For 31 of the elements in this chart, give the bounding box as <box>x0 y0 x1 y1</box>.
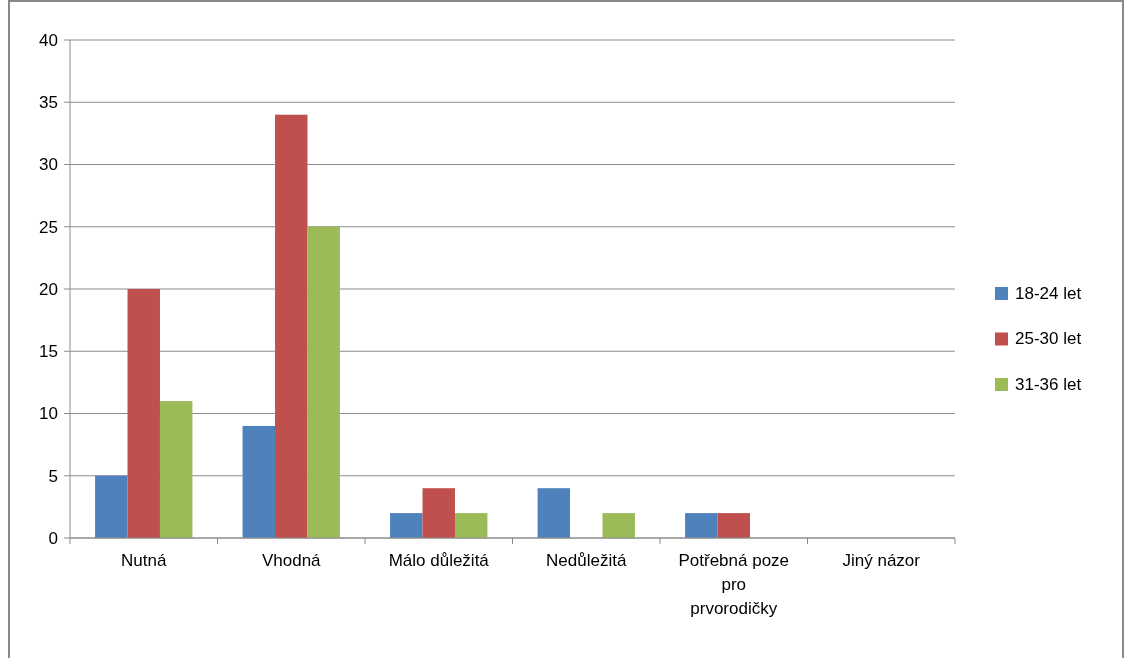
y-tick-label: 5 <box>48 466 58 486</box>
y-tick-label: 35 <box>39 93 58 113</box>
y-tick-label: 20 <box>39 279 58 299</box>
bar <box>95 475 128 538</box>
x-tick-label: Nutná <box>121 551 167 570</box>
bar <box>159 401 193 538</box>
legend-label: 31-36 let <box>1015 374 1082 394</box>
x-tick-label: Potřebná poze pro prvorodičky <box>678 551 790 618</box>
y-tick-label: 40 <box>39 30 58 50</box>
bar <box>390 513 423 538</box>
y-tick-label: 10 <box>39 404 58 424</box>
x-tick-label: Nedůležitá <box>546 551 627 570</box>
bar <box>685 513 718 538</box>
bar <box>717 513 750 538</box>
legend-label: 25-30 let <box>1015 329 1082 349</box>
y-tick-label: 30 <box>39 155 58 175</box>
bar <box>127 289 160 538</box>
bar <box>537 488 571 538</box>
bar <box>602 513 635 538</box>
x-tick-label: Vhodná <box>261 551 322 570</box>
y-tick-label: 0 <box>48 528 58 548</box>
bar <box>307 226 340 538</box>
bar <box>454 513 488 538</box>
x-tick-label: Jiný názor <box>842 551 921 570</box>
legend-label: 18-24 let <box>1015 283 1082 303</box>
x-tick-label: Málo důležitá <box>388 551 490 570</box>
bar <box>242 425 276 538</box>
y-tick-label: 15 <box>39 342 58 362</box>
bar <box>275 114 308 538</box>
bar <box>422 488 455 538</box>
y-tick-label: 25 <box>39 217 58 237</box>
